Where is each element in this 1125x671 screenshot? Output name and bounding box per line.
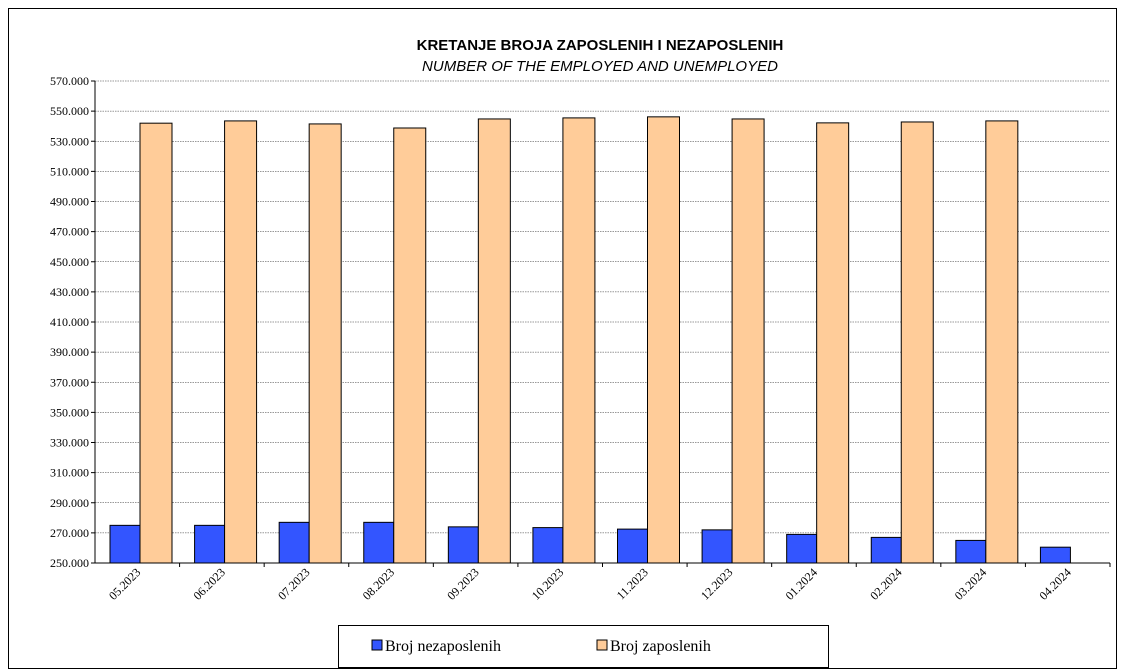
y-tick-label: 370.000 — [50, 375, 89, 389]
y-tick-label: 350.000 — [50, 405, 89, 419]
bar — [224, 120, 258, 564]
chart-title: KRETANJE BROJA ZAPOSLENIH I NEZAPOSLENIH — [417, 37, 784, 54]
bar — [562, 117, 596, 564]
bar — [139, 122, 173, 564]
y-tick-label: 290.000 — [50, 496, 89, 510]
bar — [278, 521, 310, 564]
y-tick-label: 250.000 — [50, 556, 89, 570]
bar — [393, 127, 427, 564]
bar — [363, 521, 395, 564]
bar — [701, 529, 733, 564]
legend-label: Broj nezaposlenih — [385, 638, 501, 655]
y-tick-label: 510.000 — [50, 164, 89, 178]
bar — [900, 121, 934, 564]
bar — [731, 118, 765, 564]
legend-swatch — [371, 639, 383, 651]
legend-box — [338, 625, 829, 668]
bar — [308, 123, 342, 564]
bar — [477, 118, 511, 564]
y-tick-label: 490.000 — [50, 195, 89, 209]
bar — [955, 539, 987, 564]
y-tick-label: 470.000 — [50, 225, 89, 239]
y-tick-label: 450.000 — [50, 255, 89, 269]
bar — [870, 536, 902, 564]
bar — [786, 533, 818, 564]
y-tick-label: 410.000 — [50, 315, 89, 329]
bar — [647, 116, 680, 564]
y-tick-label: 390.000 — [50, 345, 89, 359]
y-tick-label: 570.000 — [50, 74, 89, 88]
y-tick-label: 330.000 — [50, 436, 89, 450]
bar — [532, 527, 564, 564]
legend-label: Broj zaposlenih — [610, 638, 711, 655]
legend-swatch — [596, 639, 608, 651]
bar — [447, 526, 479, 564]
y-tick-label: 270.000 — [50, 526, 89, 540]
bar — [816, 122, 850, 564]
y-tick-label: 430.000 — [50, 285, 89, 299]
bar — [194, 524, 226, 564]
bar — [1039, 546, 1071, 564]
chart-subtitle: NUMBER OF THE EMPLOYED AND UNEMPLOYED — [422, 58, 778, 75]
y-tick-label: 550.000 — [50, 104, 89, 118]
y-tick-label: 310.000 — [50, 466, 89, 480]
bar — [617, 528, 648, 564]
bar — [985, 120, 1019, 564]
bar — [109, 524, 141, 564]
y-tick-label: 530.000 — [50, 134, 89, 148]
